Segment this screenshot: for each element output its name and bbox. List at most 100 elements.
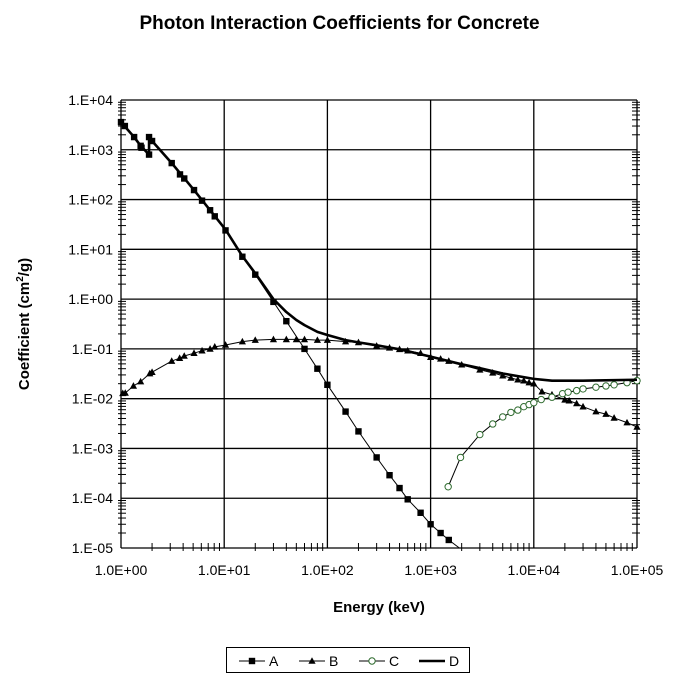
data-point-B (269, 335, 278, 343)
data-point-A (445, 536, 452, 544)
x-tick-label: 1.0E+04 (508, 562, 561, 578)
legend-marker-A (248, 657, 256, 665)
data-point-B (129, 382, 138, 389)
data-point-B (313, 336, 321, 343)
y-tick-label: 1.E+01 (68, 241, 113, 257)
legend: A B C D (226, 647, 470, 673)
data-point-B (499, 371, 507, 379)
data-point-B (520, 376, 528, 384)
data-point-C (456, 453, 465, 462)
x-tick-label: 1.0E+03 (404, 562, 457, 578)
legend-label-B: B (329, 653, 338, 669)
data-point-A (283, 317, 290, 325)
data-point-B (168, 357, 176, 364)
data-point-A (437, 529, 444, 537)
data-point-A (355, 428, 362, 435)
data-point-C (530, 398, 538, 407)
legend-marker-B (308, 657, 316, 664)
data-point-C (537, 395, 545, 404)
legend-marker-C (368, 657, 376, 665)
chart-title: Photon Interaction Coefficients for Conc… (139, 13, 540, 34)
data-point-C (489, 420, 497, 428)
data-point-B (323, 336, 331, 343)
y-axis-title-prefix: Coefficient (cm (16, 282, 33, 390)
legend-item-D: D (419, 653, 459, 669)
data-point-B (514, 375, 522, 383)
data-point-C (507, 408, 515, 417)
y-tick-label: 1.E+04 (68, 92, 113, 108)
data-point-B (282, 335, 290, 343)
data-point-B (592, 407, 600, 415)
y-tick-label: 1.E+02 (68, 192, 113, 208)
y-tick-label: 1.E+03 (68, 142, 113, 158)
series-D (120, 121, 638, 382)
data-point-B (561, 395, 569, 403)
data-point-B (573, 399, 581, 407)
x-tick-label: 1.0E+02 (301, 562, 354, 578)
tick-labels: 1.0E+00 1.0E+01 1.0E+02 1.0E+03 1.0E+04 1.0E+… (68, 92, 663, 578)
y-tick-label: 1.E-01 (72, 341, 113, 357)
legend-item-C: C (359, 653, 399, 669)
y-tick-label: 1.E-04 (72, 490, 113, 506)
y-tick-label: 1.E-02 (72, 391, 113, 407)
data-point-C (610, 381, 618, 389)
y-tick-label: 1.E+00 (68, 291, 113, 307)
data-point-C (514, 406, 522, 414)
data-point-B (211, 343, 219, 350)
data-point-A (342, 408, 349, 415)
series-A (117, 118, 460, 549)
series-line-A (120, 121, 460, 549)
data-point-B (238, 337, 246, 345)
data-point-B (610, 414, 618, 421)
y-tick-label: 1.E-05 (72, 540, 113, 556)
legend-item-B: B (299, 653, 338, 669)
data-point-B (633, 423, 641, 430)
data-point-B (198, 346, 206, 354)
data-point-B (507, 374, 515, 381)
y-axis-title-sup: 2 (15, 276, 26, 282)
y-axis-title: Coefficient (cm2/g) (15, 258, 33, 390)
data-point-B (623, 418, 631, 426)
data-point-C (579, 385, 587, 393)
legend-label-D: D (449, 653, 459, 669)
data-point-C (548, 393, 556, 401)
data-point-B (121, 389, 129, 396)
data-point-B (206, 345, 214, 352)
data-point-A (386, 472, 393, 479)
data-point-B (251, 336, 259, 343)
data-point-B (300, 335, 309, 343)
data-point-C (476, 430, 484, 439)
x-tick-label: 1.0E+01 (198, 562, 251, 578)
data-point-B (190, 349, 198, 356)
data-point-C (444, 483, 452, 491)
data-point-A (324, 381, 331, 388)
data-point-B (292, 335, 300, 343)
x-tick-label: 1.0E+05 (611, 562, 664, 578)
y-tick-label: 1.E-03 (72, 440, 113, 456)
data-point-A (314, 365, 321, 372)
data-point-A (427, 521, 434, 528)
data-point-B (565, 396, 573, 404)
data-point-A (417, 509, 424, 516)
series-layer (117, 118, 641, 549)
data-point-B (148, 368, 156, 376)
data-point-C (564, 388, 572, 396)
data-point-A (404, 496, 411, 503)
data-point-B (530, 379, 538, 387)
data-point-A (396, 484, 403, 492)
data-point-B (180, 352, 188, 359)
data-point-B (538, 387, 546, 395)
data-point-B (137, 377, 145, 385)
legend-label-C: C (389, 653, 399, 669)
data-point-B (525, 378, 533, 386)
data-point-B (176, 354, 184, 362)
data-point-C (572, 386, 581, 395)
grid (118, 99, 640, 551)
legend-item-A: A (239, 653, 279, 669)
legend-svg: A B C D (239, 653, 459, 669)
y-axis-title-suffix: /g) (16, 258, 33, 276)
legend-label-A: A (269, 653, 279, 669)
x-axis-title: Energy (keV) (333, 599, 425, 616)
data-point-B (602, 410, 610, 417)
